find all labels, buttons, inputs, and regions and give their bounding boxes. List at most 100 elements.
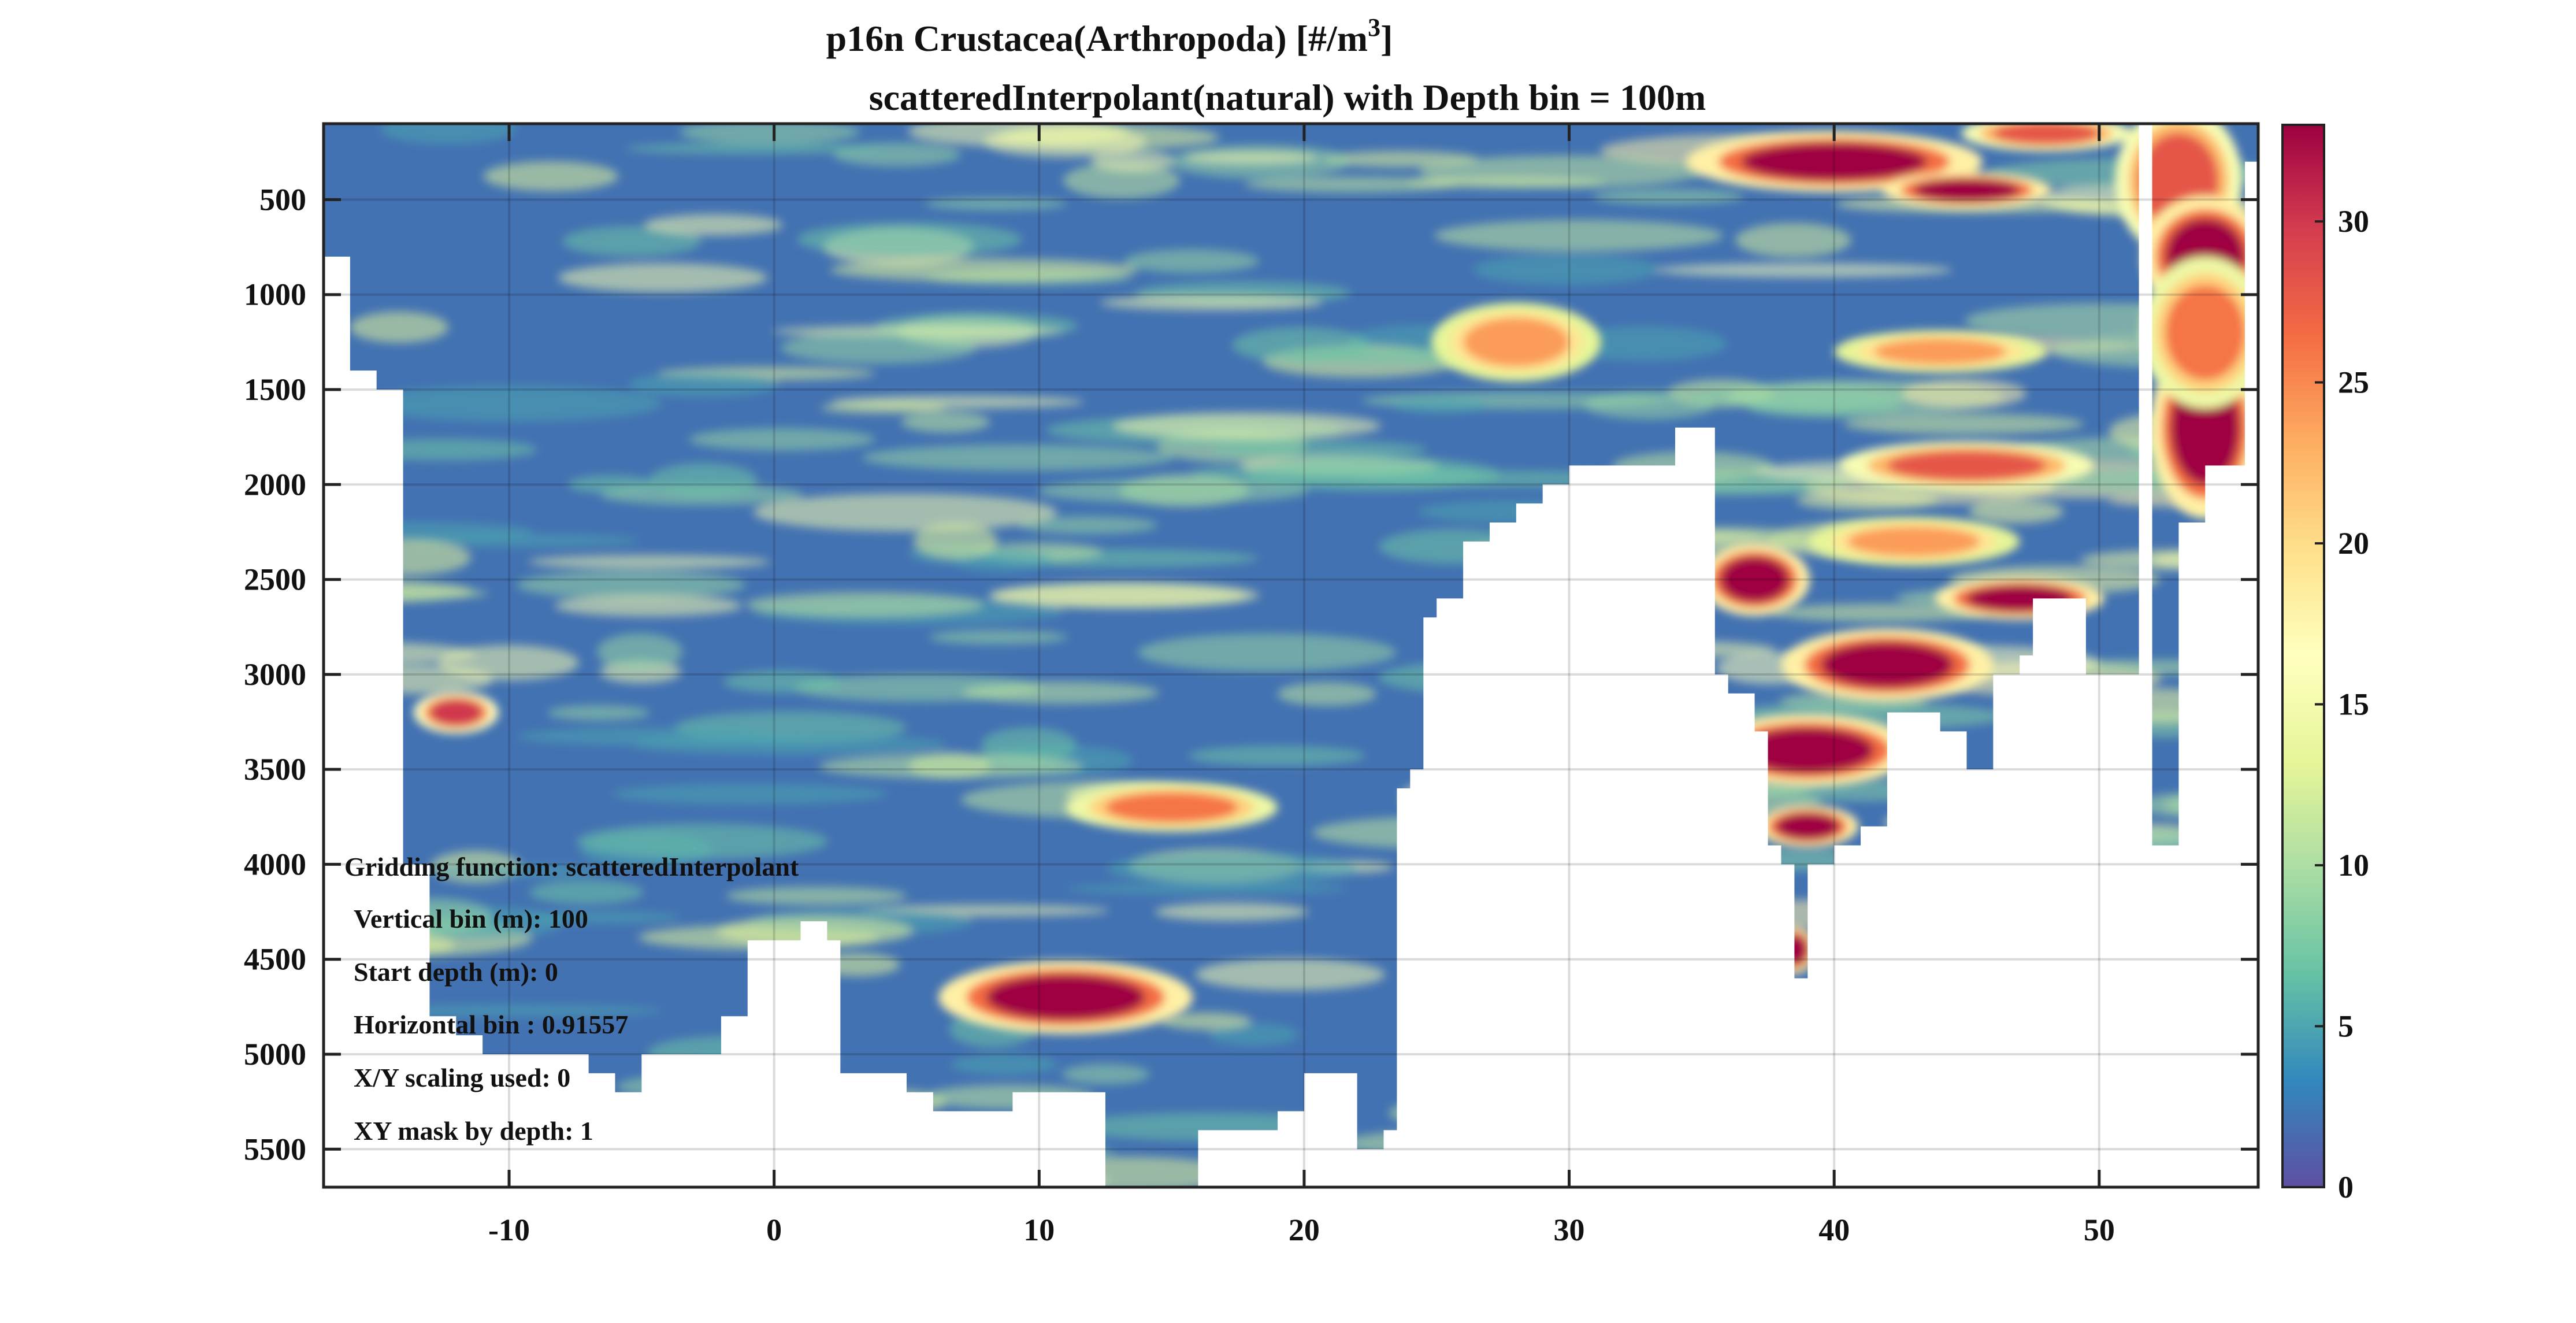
- field-band: [819, 754, 1083, 779]
- field-band: [1208, 1022, 1300, 1046]
- colorbar-tick-label: 5: [2338, 1009, 2354, 1044]
- chart-title: p16n Crustacea(Arthropoda) [#/m3]: [826, 13, 1393, 59]
- grid-lines: [324, 124, 2258, 1187]
- field-band: [1107, 852, 1359, 885]
- y-tick-label: 1500: [244, 372, 306, 407]
- chart-subtitle: scatteredInterpolant(natural) with Depth…: [869, 77, 1706, 118]
- field-band: [1161, 1012, 1252, 1030]
- field-band: [558, 263, 768, 292]
- hotspot-core: [1776, 813, 1840, 840]
- field-band: [517, 727, 788, 746]
- field-band: [1583, 390, 1716, 420]
- field-band: [1188, 746, 1366, 766]
- y-tick-label: 3500: [244, 752, 306, 787]
- field-band: [644, 214, 783, 236]
- field-band: [1391, 396, 1487, 414]
- hotspot-core: [1821, 642, 1954, 688]
- field-band: [1061, 1063, 1150, 1085]
- info-line: Horizontal bin : 0.91557: [354, 1010, 628, 1039]
- field-band: [929, 629, 1068, 645]
- y-tick-label: 4500: [244, 942, 306, 977]
- field-band: [1018, 516, 1158, 534]
- field-band: [1560, 326, 1728, 361]
- field-band: [1137, 633, 1397, 672]
- field-band: [1066, 883, 1349, 895]
- field-band: [989, 582, 1260, 609]
- hotspot-core: [986, 974, 1145, 1020]
- y-tick-label: 2500: [244, 562, 306, 597]
- hotspot-core: [1993, 124, 2099, 145]
- y-tick-label: 500: [259, 182, 306, 217]
- colorbar-tick-label: 10: [2338, 848, 2369, 883]
- heatmap-hotspots: [413, 124, 2258, 1034]
- field-band: [1232, 327, 1370, 364]
- field-band: [597, 633, 683, 670]
- field-band: [380, 124, 516, 144]
- field-band: [1195, 958, 1386, 991]
- x-tick-label: -10: [488, 1213, 530, 1247]
- field-band: [427, 864, 603, 877]
- plot-frame: [322, 122, 2260, 1189]
- field-band: [1063, 162, 1181, 199]
- info-line: Gridding function: scatteredInterpolant: [344, 852, 799, 881]
- field-band: [547, 705, 650, 721]
- field-band: [723, 670, 842, 693]
- field-band: [624, 143, 881, 154]
- hotspot-core: [1463, 317, 1569, 367]
- field-band: [1593, 188, 1744, 205]
- field-band: [726, 886, 907, 905]
- x-axis: -10 0 10 20 30 40 50: [488, 124, 2115, 1247]
- plot-area: -10 0 10 20 30 40 50 500 1000 1500 2000 2500 3000 35…: [244, 122, 2260, 1247]
- gridding-info-panel: Gridding function: scatteredInterpolant V…: [344, 852, 799, 1146]
- colorbar-ticks: 0 5 10 15 20 25 30: [2315, 204, 2369, 1205]
- info-line: X/Y scaling used: 0: [354, 1063, 570, 1092]
- field-band: [1969, 499, 2064, 524]
- field-band: [1843, 413, 2084, 435]
- field-band: [528, 555, 770, 569]
- info-line: XY mask by depth: 1: [354, 1116, 593, 1146]
- field-band: [629, 372, 780, 398]
- field-band: [1902, 379, 2026, 409]
- field-band: [554, 594, 743, 617]
- hotspot-core: [1105, 792, 1238, 823]
- hotspot-core: [1847, 526, 1980, 557]
- colorbar: 0 5 10 15 20 25 30: [2281, 124, 2369, 1205]
- hotspot-core: [1741, 727, 1874, 773]
- hotspot-core: [1873, 338, 2007, 365]
- y-axis: 500 1000 1500 2000 2500 3000 3500 4000 4500 5000 5…: [244, 182, 2258, 1166]
- field-band: [649, 463, 758, 498]
- field-band: [1185, 151, 1319, 165]
- field-band: [951, 1054, 1058, 1075]
- field-band: [1735, 223, 1851, 258]
- field-band: [358, 1004, 663, 1017]
- field-band: [576, 823, 829, 859]
- field-band: [830, 258, 1138, 281]
- x-tick-label: 0: [766, 1213, 782, 1247]
- field-band: [1773, 603, 1988, 622]
- field-band: [1655, 263, 1953, 277]
- colorbar-tick-label: 15: [2338, 687, 2369, 722]
- hotspot-core: [1720, 557, 1790, 602]
- field-band: [862, 444, 1174, 471]
- info-line: Start depth (m): 0: [354, 957, 558, 987]
- field-band: [780, 332, 977, 364]
- field-band: [745, 592, 984, 617]
- bathymetry-mask: [324, 124, 2258, 1187]
- y-tick-label: 5000: [244, 1037, 306, 1072]
- field-band: [821, 402, 948, 414]
- field-band: [901, 412, 990, 433]
- field-band: [962, 681, 1159, 704]
- y-tick-label: 5500: [244, 1132, 306, 1166]
- hotspot-core: [429, 699, 483, 726]
- field-band: [1245, 457, 1500, 492]
- field-band: [1211, 440, 1428, 458]
- field-band: [483, 161, 619, 191]
- field-band: [516, 570, 746, 599]
- x-tick-label: 10: [1023, 1213, 1055, 1247]
- field-band: [529, 880, 644, 905]
- field-band: [797, 222, 1022, 257]
- colorbar-scale: [2281, 124, 2325, 1188]
- x-tick-label: 40: [1818, 1213, 1850, 1247]
- field-band: [1100, 295, 1323, 310]
